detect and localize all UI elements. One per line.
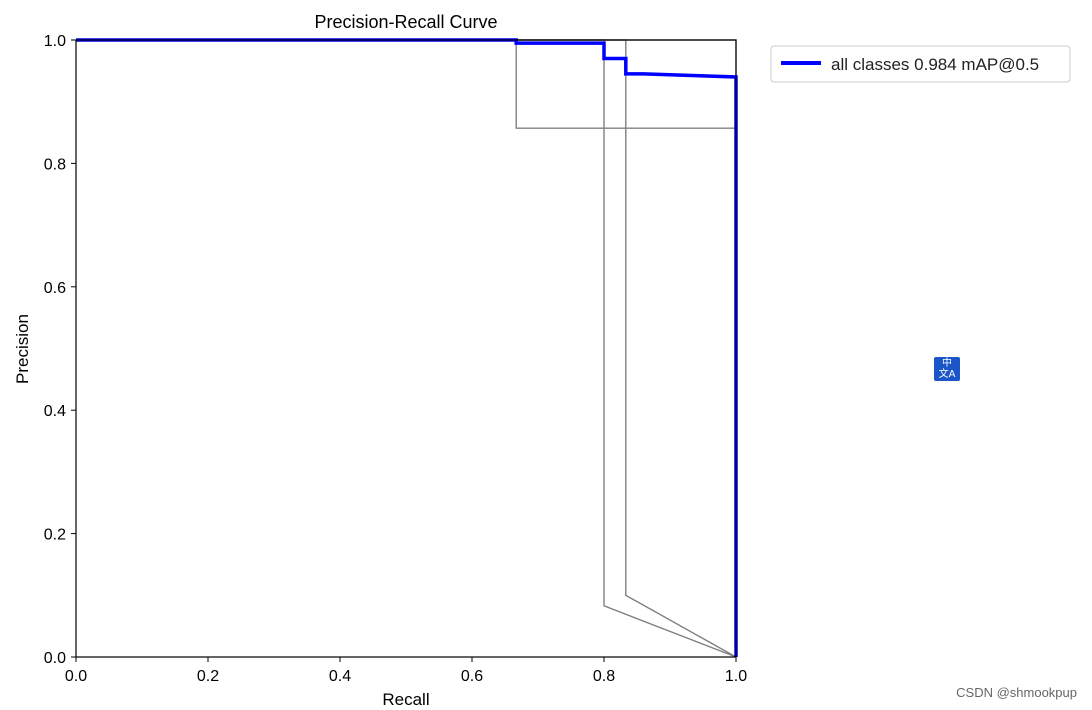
series-line-class-4 [76,39,737,657]
plot-frame [75,39,737,658]
y-tick-label: 0.0 [44,650,66,667]
series-line-class-1 [76,39,737,657]
y-tick-label: 0.6 [44,280,66,297]
y-tick-label: 0.2 [44,527,66,544]
y-tick-label: 0.8 [44,156,66,173]
translate-icon-top: 中 [942,358,952,369]
x-tick-label: 1.0 [725,668,747,685]
watermark-text: CSDN @shmookpup [956,685,1077,700]
chart-title: Precision-Recall Curve [314,12,497,32]
x-tick-label: 0.6 [461,668,483,685]
translate-icon-bottom: 文A [938,369,956,380]
series-line-all-classes [76,38,738,657]
x-tick-label: 0.8 [593,668,615,685]
x-tick-label: 0.4 [329,668,351,685]
series-line-class-3 [76,39,737,658]
series-layer [76,38,738,658]
x-axis: 0.0 0.2 0.4 0.6 0.8 1.0 [65,657,747,685]
legend-box [770,45,1071,83]
y-tick-label: 0.4 [44,403,66,420]
legend-label: all classes 0.984 mAP@0.5 [831,55,1039,74]
legend: all classes 0.984 mAP@0.5 [770,45,1071,83]
x-axis-label: Recall [382,690,429,709]
y-tick-label: 1.0 [44,33,66,50]
y-axis-label: Precision [13,314,32,384]
x-tick-label: 0.0 [65,668,87,685]
series-line-class-2 [76,39,737,658]
x-tick-label: 0.2 [197,668,219,685]
y-axis: 0.0 0.2 0.4 0.6 0.8 1.0 [44,33,76,667]
translate-icon[interactable]: 中 文A [934,357,960,381]
